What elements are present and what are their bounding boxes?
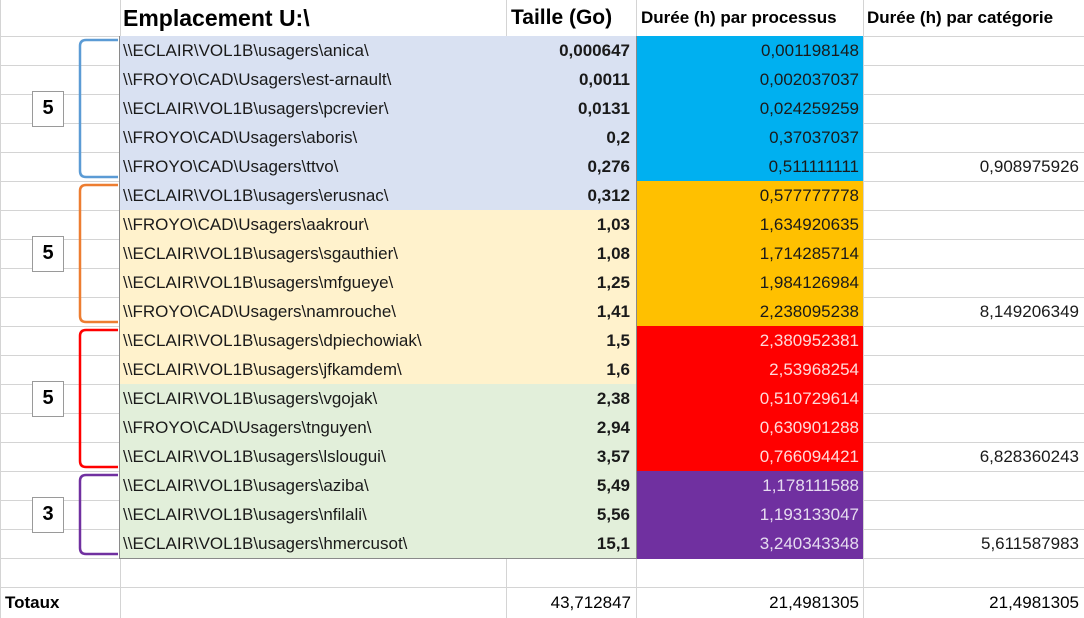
category-total-cell[interactable]: 8,149206349	[979, 302, 1079, 321]
header-size[interactable]: Taille (Go)	[511, 6, 613, 29]
path-cell[interactable]: \\ECLAIR\VOL1B\usagers\vgojak\	[119, 384, 507, 414]
size-cell[interactable]: 1,08	[506, 239, 637, 269]
duration-cell[interactable]: 0,630901288	[637, 413, 863, 443]
size-cell[interactable]: 2,38	[506, 384, 637, 414]
grid-row-line	[0, 587, 1084, 588]
size-cell[interactable]: 1,5	[506, 326, 637, 356]
size-cell[interactable]: 0,0011	[506, 65, 637, 95]
category-total-cell[interactable]	[863, 36, 1084, 66]
path-cell[interactable]: \\ECLAIR\VOL1B\usagers\lslougui\	[119, 442, 507, 472]
duration-cell[interactable]: 1,193133047	[637, 500, 863, 530]
category-total-cell[interactable]: 6,828360243	[979, 447, 1079, 466]
header-duration-category[interactable]: Durée (h) par catégorie	[867, 8, 1054, 27]
group-count-box: 5	[32, 235, 64, 272]
path-cell[interactable]: \\ECLAIR\VOL1B\usagers\dpiechowiak\	[119, 326, 507, 356]
duration-cell[interactable]: 1,178111588	[637, 471, 863, 501]
group-count-box: 3	[32, 496, 64, 533]
duration-cell[interactable]: 0,510729614	[637, 384, 863, 414]
size-cell[interactable]: 0,2	[506, 123, 637, 153]
category-total-cell[interactable]	[863, 471, 1084, 501]
size-cell[interactable]: 0,0131	[506, 94, 637, 124]
group-bracket	[78, 473, 118, 556]
size-cell[interactable]: 1,41	[506, 297, 637, 327]
path-cell[interactable]: \\ECLAIR\VOL1B\usagers\hmercusot\	[119, 529, 507, 559]
group-count-box: 5	[32, 90, 64, 127]
size-cell[interactable]: 0,000647	[506, 36, 637, 66]
path-cell[interactable]: \\ECLAIR\VOL1B\usagers\pcrevier\	[119, 94, 507, 124]
header-duration-process[interactable]: Durée (h) par processus	[641, 8, 837, 27]
path-cell[interactable]: \\ECLAIR\VOL1B\usagers\jfkamdem\	[119, 355, 507, 385]
size-cell[interactable]: 0,276	[506, 152, 637, 182]
duration-cell[interactable]: 0,024259259	[637, 94, 863, 124]
category-total-cell[interactable]	[863, 210, 1084, 240]
path-cell[interactable]: \\FROYO\CAD\Usagers\namrouche\	[119, 297, 507, 327]
duration-cell[interactable]: 0,37037037	[637, 123, 863, 153]
duration-cell[interactable]: 0,001198148	[637, 36, 863, 66]
path-cell[interactable]: \\FROYO\CAD\Usagers\aboris\	[119, 123, 507, 153]
size-cell[interactable]: 1,25	[506, 268, 637, 298]
path-cell[interactable]: \\ECLAIR\VOL1B\usagers\mfgueye\	[119, 268, 507, 298]
size-cell[interactable]: 2,94	[506, 413, 637, 443]
duration-cell[interactable]: 0,511111111	[637, 152, 863, 182]
duration-cell[interactable]: 0,577777778	[637, 181, 863, 211]
size-cell[interactable]: 0,312	[506, 181, 637, 211]
size-cell[interactable]: 5,49	[506, 471, 637, 501]
path-cell[interactable]: \\ECLAIR\VOL1B\usagers\erusnac\	[119, 181, 507, 211]
size-cell[interactable]: 1,6	[506, 355, 637, 385]
duration-cell[interactable]: 1,984126984	[637, 268, 863, 298]
path-cell[interactable]: \\FROYO\CAD\Usagers\tnguyen\	[119, 413, 507, 443]
category-total-cell[interactable]	[863, 181, 1084, 211]
category-total-cell[interactable]	[863, 239, 1084, 269]
path-cell[interactable]: \\ECLAIR\VOL1B\usagers\aziba\	[119, 471, 507, 501]
category-total-cell[interactable]: 5,611587983	[980, 534, 1079, 553]
group-brackets	[78, 38, 118, 556]
size-cell[interactable]: 3,57	[506, 442, 637, 472]
group-bracket	[78, 183, 118, 324]
duration-cell[interactable]: 1,634920635	[637, 210, 863, 240]
category-total-cell[interactable]: 0,908975926	[979, 157, 1079, 176]
category-total-cell[interactable]	[863, 413, 1084, 443]
category-total-cell[interactable]	[863, 94, 1084, 124]
group-bracket	[78, 38, 118, 179]
totals-duration-category[interactable]: 21,4981305	[989, 593, 1079, 612]
totals-size[interactable]: 43,712847	[550, 593, 631, 612]
grid-col-line	[0, 0, 1, 618]
path-cell[interactable]: \\FROYO\CAD\Usagers\est-arnault\	[119, 65, 507, 95]
duration-cell[interactable]: 2,380952381	[637, 326, 863, 356]
size-cell[interactable]: 1,03	[506, 210, 637, 240]
path-cell[interactable]: \\ECLAIR\VOL1B\usagers\sgauthier\	[119, 239, 507, 269]
category-total-cell[interactable]	[863, 65, 1084, 95]
duration-cell[interactable]: 1,714285714	[637, 239, 863, 269]
totals-duration-process[interactable]: 21,4981305	[769, 593, 859, 612]
duration-cell[interactable]: 3,240343348	[637, 529, 863, 559]
path-cell[interactable]: \\ECLAIR\VOL1B\usagers\nfilali\	[119, 500, 507, 530]
duration-cell[interactable]: 0,766094421	[637, 442, 863, 472]
totals-label[interactable]: Totaux	[5, 593, 60, 612]
duration-cell[interactable]: 0,002037037	[637, 65, 863, 95]
header-location[interactable]: Emplacement U:\	[123, 4, 310, 31]
size-cell[interactable]: 15,1	[506, 529, 637, 559]
group-bracket	[78, 328, 118, 469]
grid-col-line	[863, 0, 864, 618]
category-total-cell[interactable]	[863, 500, 1084, 530]
size-cell[interactable]: 5,56	[506, 500, 637, 530]
duration-cell[interactable]: 2,238095238	[637, 297, 863, 327]
group-count-box: 5	[32, 380, 64, 417]
category-total-cell[interactable]	[863, 123, 1084, 153]
category-total-cell[interactable]	[863, 355, 1084, 385]
path-cell[interactable]: \\ECLAIR\VOL1B\usagers\anica\	[119, 36, 507, 66]
path-cell[interactable]: \\FROYO\CAD\Usagers\ttvo\	[119, 152, 507, 182]
path-cell[interactable]: \\FROYO\CAD\Usagers\aakrour\	[119, 210, 507, 240]
category-total-cell[interactable]	[863, 268, 1084, 298]
duration-cell[interactable]: 2,53968254	[637, 355, 863, 385]
category-total-cell[interactable]	[863, 326, 1084, 356]
category-total-cell[interactable]	[863, 384, 1084, 414]
